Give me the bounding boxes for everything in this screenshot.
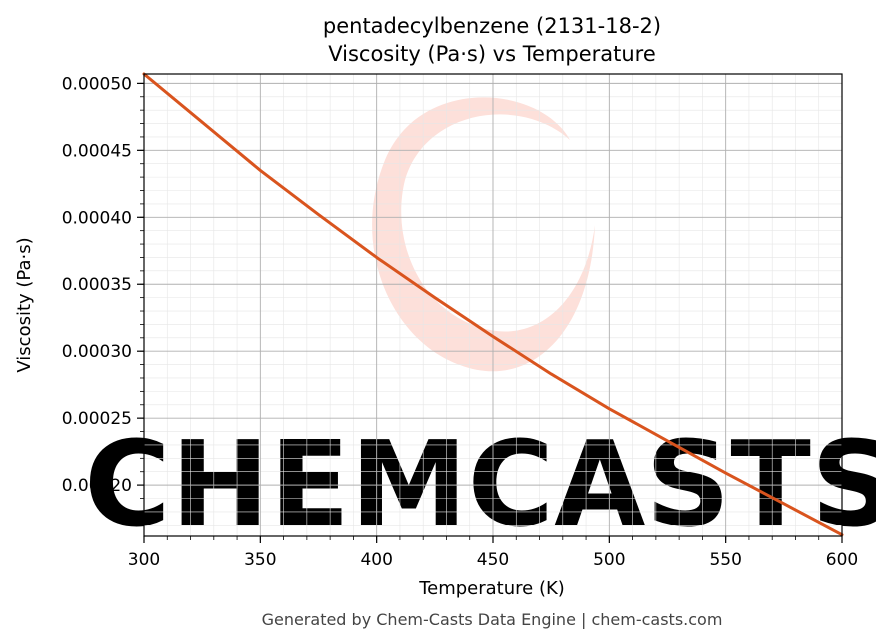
axis-ticks: 300 350 400 450 500 550 600 0.00020 0.00025 0.000… — [62, 74, 859, 570]
x-tick-label: 300 — [128, 550, 160, 570]
y-tick-label: 0.00035 — [62, 275, 132, 295]
x-tick-label: 450 — [477, 550, 509, 570]
watermark-swirl — [372, 97, 595, 372]
x-tick-label: 400 — [360, 550, 392, 570]
x-tick-label: 500 — [593, 550, 625, 570]
y-tick-label: 0.00050 — [62, 74, 132, 94]
chart-title: pentadecylbenzene (2131-18-2) — [323, 14, 661, 38]
watermark-text: CHEMCASTS — [84, 415, 876, 553]
x-tick-label: 600 — [826, 550, 858, 570]
y-axis-label: Viscosity (Pa·s) — [14, 237, 35, 372]
y-tick-label: 0.00025 — [62, 409, 132, 429]
y-tick-label: 0.00020 — [62, 476, 132, 496]
series-line — [142, 72, 844, 537]
chart-subtitle: Viscosity (Pa·s) vs Temperature — [328, 42, 656, 66]
y-tick-label: 0.00030 — [62, 342, 132, 362]
footer-credit: Generated by Chem-Casts Data Engine | ch… — [262, 610, 723, 629]
watermark-logo: CHEMCASTS — [84, 97, 876, 553]
x-axis-label: Temperature (K) — [418, 578, 565, 599]
x-tick-label: 350 — [244, 550, 276, 570]
y-tick-label: 0.00045 — [62, 141, 132, 161]
series-layer — [142, 72, 844, 537]
y-tick-label: 0.00040 — [62, 208, 132, 228]
x-tick-label: 550 — [709, 550, 741, 570]
